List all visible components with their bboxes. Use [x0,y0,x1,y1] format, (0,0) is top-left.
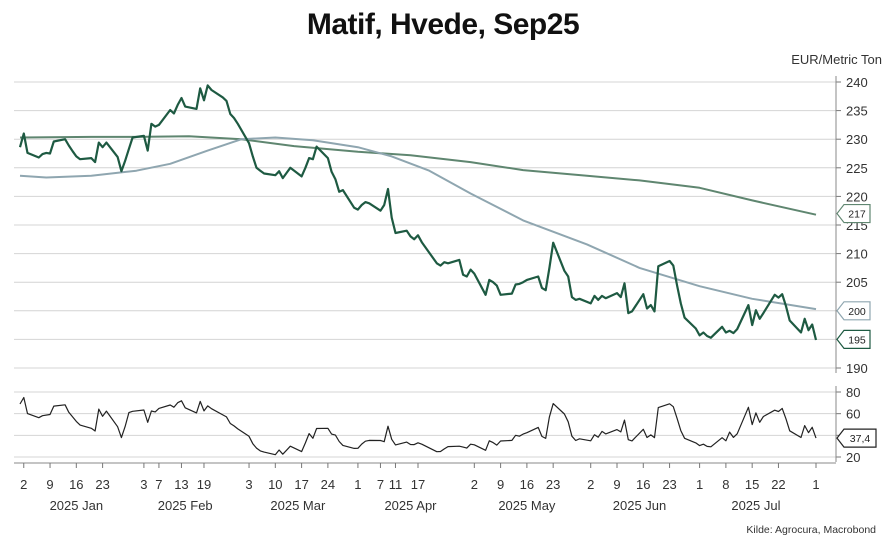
x-tick-label: 7 [377,477,384,492]
x-tick-label: 16 [69,477,83,492]
y-tick-label: 235 [846,104,868,119]
axis-labels: 1901952002052102152202252302352402040608… [20,75,877,513]
x-tick-label: 1 [812,477,819,492]
oscillator-line [19,396,817,456]
x-month-label: 2025 Jun [613,498,667,513]
x-month-label: 2025 Mar [270,498,326,513]
long-ma-end-label-box [836,203,871,224]
x-month-label: 2025 May [498,498,556,513]
x-tick-label: 2 [20,477,27,492]
x-tick-label: 9 [46,477,53,492]
x-tick-label: 19 [197,477,211,492]
y-tick-label: 225 [846,161,868,176]
oscillator-y-tick-label: 60 [846,407,860,422]
x-tick-label: 24 [321,477,335,492]
price-line [18,84,818,341]
price-end-label-box [836,329,871,349]
y-tick-label: 240 [846,75,868,90]
y-axis-unit-label: EUR/Metric Ton [791,52,882,67]
gridlines [14,81,836,458]
x-tick-label: 10 [268,477,282,492]
x-tick-label: 9 [613,477,620,492]
x-tick-label: 3 [245,477,252,492]
x-tick-label: 1 [354,477,361,492]
x-tick-label: 13 [174,477,188,492]
long-ma-end-label: 217 [848,209,866,221]
mid-moving-average-line [19,136,817,311]
x-month-label: 2025 Apr [384,498,437,513]
y-tick-label: 190 [846,361,868,376]
x-tick-label: 23 [546,477,560,492]
x-tick-label: 1 [696,477,703,492]
x-tick-label: 3 [140,477,147,492]
x-tick-label: 9 [497,477,504,492]
mid-ma-end-label: 200 [848,306,866,318]
source-label: Kilde: Agrocura, Macrobond [746,524,876,536]
x-month-label: 2025 Feb [158,498,213,513]
price-end-label: 195 [848,334,866,346]
series-lines [18,84,818,456]
x-tick-label: 8 [722,477,729,492]
x-tick-label: 16 [636,477,650,492]
y-tick-label: 220 [846,189,868,204]
chart-title: Matif, Hvede, Sep25 [306,8,580,41]
x-tick-label: 23 [662,477,676,492]
x-tick-label: 17 [411,477,425,492]
x-tick-label: 2 [471,477,478,492]
x-tick-label: 7 [155,477,162,492]
oscillator-y-tick-label: 20 [846,450,860,465]
y-tick-label: 230 [846,132,868,147]
mid-ma-end-label-box [836,301,871,321]
long-moving-average-line [19,135,817,216]
oscillator-end-label-box [836,428,877,448]
x-tick-label: 17 [294,477,308,492]
x-tick-label: 23 [95,477,109,492]
x-month-label: 2025 Jan [50,498,104,513]
oscillator-y-tick-label: 80 [846,385,860,400]
x-tick-label: 16 [520,477,534,492]
x-tick-label: 2 [587,477,594,492]
oscillator-end-label: 37,4 [850,433,871,445]
x-tick-label: 15 [745,477,759,492]
y-tick-label: 210 [846,247,868,262]
y-tick-label: 205 [846,275,868,290]
axes [14,76,841,468]
x-tick-label: 22 [771,477,785,492]
x-tick-label: 11 [389,477,403,492]
x-month-label: 2025 Jul [731,498,780,513]
